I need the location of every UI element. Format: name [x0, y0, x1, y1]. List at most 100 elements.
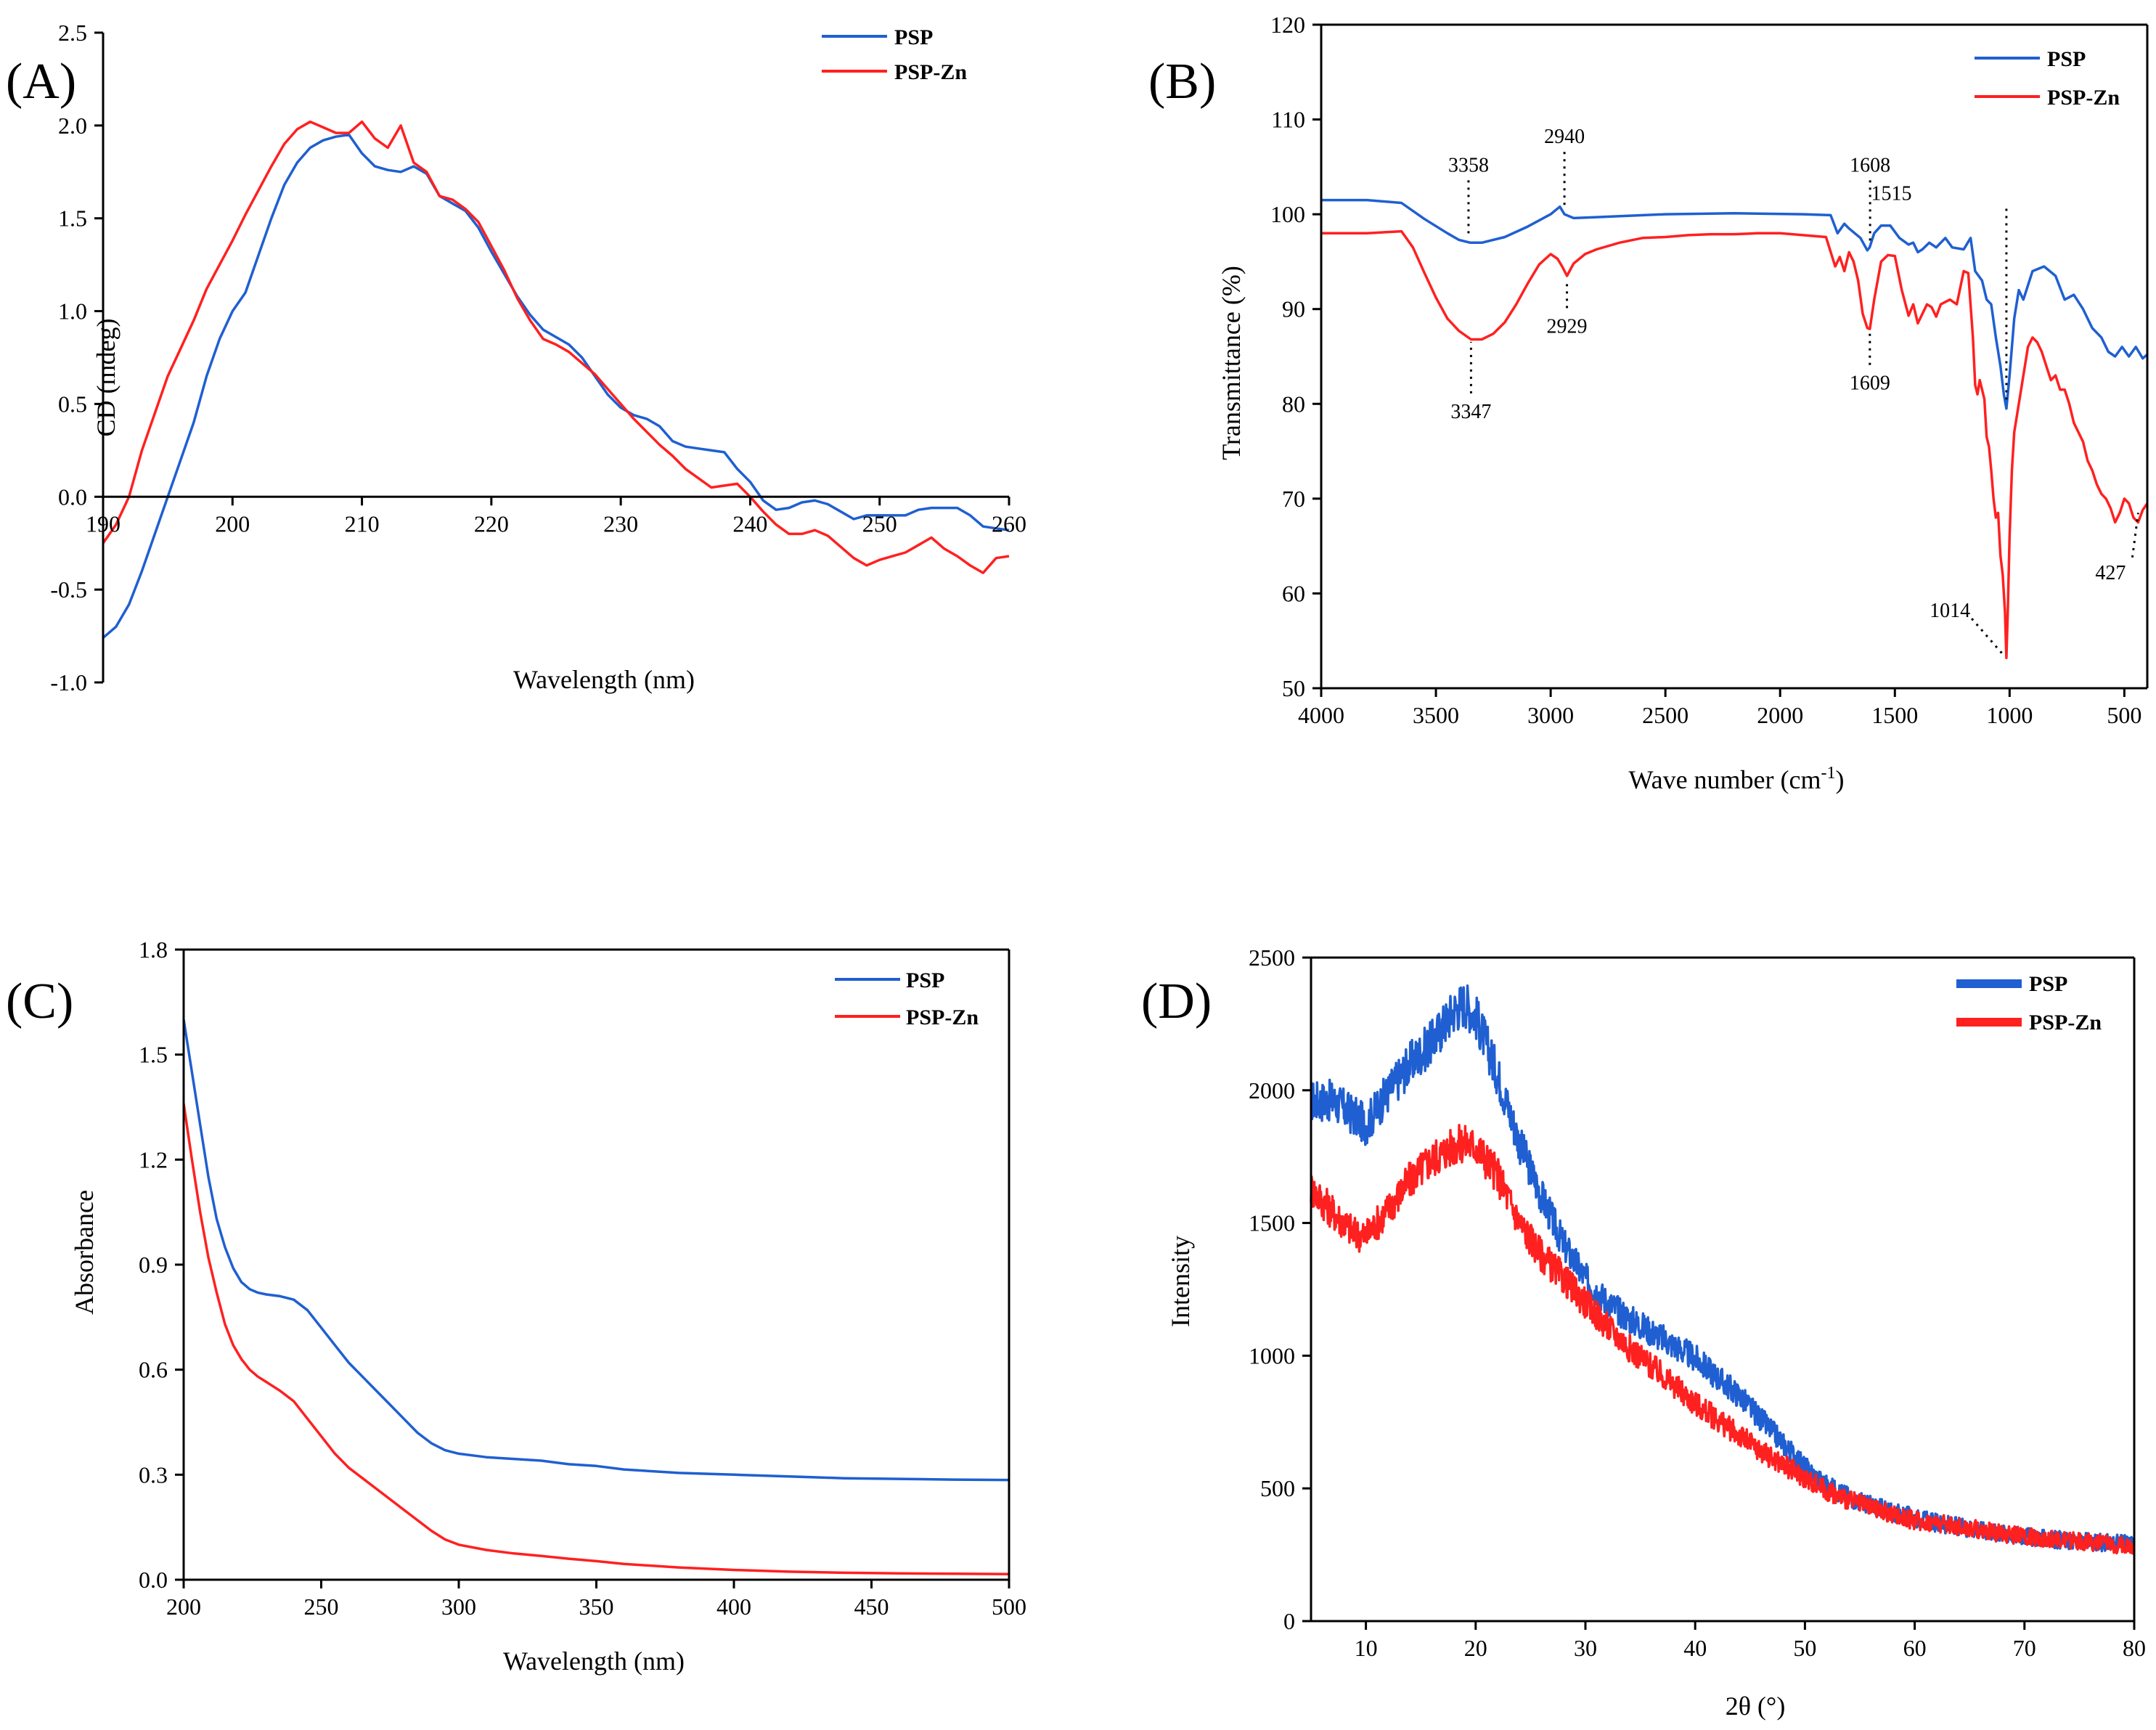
- x-tick-label: 500: [2107, 702, 2141, 728]
- y-tick-label: 80: [1282, 391, 1305, 417]
- y-tick-label: 100: [1270, 201, 1305, 227]
- y-tick-label: 1.2: [139, 1146, 168, 1172]
- y-tick-label: 50: [1282, 675, 1305, 701]
- panel-d-legend: PSP PSP-Zn: [1956, 972, 2102, 1035]
- x-tick-label: 10: [1355, 1635, 1378, 1661]
- panel-d-x-axis-title: 2θ (°): [1726, 1692, 1786, 1721]
- x-tick-label: 200: [215, 510, 250, 536]
- x-tick-label: 1500: [1871, 702, 1918, 728]
- x-tick-label: 1000: [1986, 702, 2033, 728]
- y-tick-label: 120: [1270, 12, 1305, 38]
- legend-psp-zn-label: PSP-Zn: [894, 60, 967, 84]
- peak-annotation-label: 427: [2095, 562, 2126, 584]
- x-tick-label: 4000: [1298, 702, 1344, 728]
- x-tick-label: 260: [992, 510, 1026, 536]
- y-tick-label: 90: [1282, 296, 1305, 322]
- peak-annotation-label: 1014: [1930, 600, 1970, 622]
- y-tick-label: 0.0: [58, 483, 87, 510]
- panel-a-y-axis-title: CD (mdeg): [91, 319, 121, 437]
- panel-b-label: (B): [1148, 54, 1216, 110]
- panel-a-label: (A): [6, 54, 76, 110]
- x-tick-label: 210: [345, 510, 380, 536]
- series-line-psp: [1321, 198, 2149, 410]
- y-tick-label: 2.5: [58, 20, 87, 46]
- panel-b-x-axis-title-sup: -1: [1821, 764, 1836, 783]
- y-tick-label: 0.9: [139, 1252, 168, 1278]
- x-tick-label: 30: [1574, 1635, 1597, 1661]
- legend-psp-zn-label: PSP-Zn: [2047, 86, 2120, 110]
- legend-psp-label: PSP: [2047, 47, 2086, 71]
- panel-b-y-axis-title: Transmittance (%): [1217, 266, 1246, 460]
- series-line-psp: [182, 1019, 1010, 1482]
- x-tick-label: 20: [1464, 1635, 1487, 1661]
- x-tick-label: 250: [862, 510, 897, 536]
- x-tick-label: 240: [732, 510, 767, 536]
- x-tick-label: 230: [603, 510, 638, 536]
- y-tick-label: 1500: [1249, 1210, 1295, 1236]
- legend-psp-swatch: [1956, 979, 2022, 988]
- x-tick-label: 500: [992, 1594, 1026, 1620]
- y-tick-label: 2000: [1249, 1077, 1295, 1103]
- peak-annotation-label: 3347: [1450, 401, 1491, 423]
- panel-a-legend: PSP PSP-Zn: [822, 25, 967, 84]
- y-tick-label: 2500: [1249, 944, 1295, 971]
- x-tick-label: 2000: [1757, 702, 1803, 728]
- panel-c-label: (C): [6, 974, 73, 1029]
- legend-psp-zn-label: PSP-Zn: [2029, 1011, 2102, 1035]
- series-line-psp-zn: [1310, 1123, 2136, 1555]
- series-line-psp: [102, 133, 1010, 639]
- panel-b-ftir-chart: (B) Transmittance (%) Wave number (cm-1)…: [1148, 12, 2149, 794]
- x-tick-label: 2500: [1642, 702, 1689, 728]
- y-tick-label: 60: [1282, 580, 1305, 606]
- panel-b-x-axis-title-close: ): [1836, 765, 1845, 794]
- y-tick-label: 110: [1271, 107, 1305, 133]
- legend-psp-zn-label: PSP-Zn: [906, 1005, 979, 1029]
- panel-b-x-axis-title-main: Wave number (cm: [1629, 765, 1821, 794]
- y-tick-label: 0.6: [139, 1357, 168, 1383]
- legend-psp-label: PSP: [894, 25, 933, 49]
- x-tick-label: 60: [1903, 1635, 1927, 1661]
- y-tick-label: 0.0: [139, 1567, 168, 1593]
- x-tick-label: 80: [2123, 1635, 2146, 1661]
- x-tick-label: 190: [86, 510, 121, 536]
- series-line-psp-zn: [1321, 229, 2149, 659]
- y-tick-label: 1.5: [139, 1042, 168, 1068]
- panel-c-x-axis-title: Wavelength (nm): [503, 1647, 685, 1676]
- peak-annotation-leader: [1971, 618, 2005, 656]
- peak-annotation-label: 1515: [1871, 183, 1912, 205]
- y-tick-label: 1.0: [58, 298, 87, 325]
- panel-a-x-axis-title: Wavelength (nm): [513, 665, 695, 694]
- legend-psp-zn-swatch: [1956, 1018, 2022, 1027]
- peak-annotation-label: 3358: [1448, 154, 1489, 176]
- x-tick-label: 350: [579, 1594, 614, 1620]
- legend-psp-label: PSP: [2029, 972, 2067, 996]
- y-tick-label: -0.5: [50, 576, 87, 603]
- y-tick-label: 0.3: [139, 1461, 168, 1488]
- series-line-psp: [1310, 984, 2136, 1553]
- series-line-psp-zn: [182, 1103, 1010, 1576]
- x-tick-label: 70: [2013, 1635, 2036, 1661]
- x-tick-label: 40: [1683, 1635, 1707, 1661]
- panel-b-x-axis-title: Wave number (cm-1): [1629, 764, 1845, 794]
- x-tick-label: 220: [474, 510, 509, 536]
- y-tick-label: 0: [1283, 1608, 1295, 1634]
- y-tick-label: 2.0: [58, 113, 87, 139]
- y-tick-label: -1.0: [50, 669, 87, 695]
- peak-annotation-leader: [2131, 513, 2139, 558]
- x-tick-label: 50: [1793, 1635, 1816, 1661]
- panel-b-legend: PSP PSP-Zn: [1975, 47, 2120, 110]
- panel-c-uv-chart: (C) Absorbance Wavelength (nm) PSP PSP-Z…: [6, 937, 1026, 1676]
- panel-a-cd-chart: (A) CD (mdeg) Wavelength (nm) PSP PSP-Zn…: [6, 20, 1026, 695]
- peak-annotation-label: 2929: [1547, 315, 1588, 338]
- y-tick-label: 70: [1282, 486, 1305, 512]
- x-tick-label: 3000: [1527, 702, 1574, 728]
- y-tick-label: 1.5: [58, 205, 87, 232]
- y-tick-label: 1000: [1249, 1342, 1295, 1368]
- x-tick-label: 3500: [1413, 702, 1459, 728]
- x-tick-label: 250: [304, 1594, 339, 1620]
- x-tick-label: 200: [166, 1594, 201, 1620]
- legend-psp-label: PSP: [906, 968, 944, 992]
- x-tick-label: 400: [716, 1594, 751, 1620]
- panel-d-xrd-chart: (D) Intensity 2θ (°) PSP PSP-Zn 0 500 1000…: [1141, 944, 2146, 1721]
